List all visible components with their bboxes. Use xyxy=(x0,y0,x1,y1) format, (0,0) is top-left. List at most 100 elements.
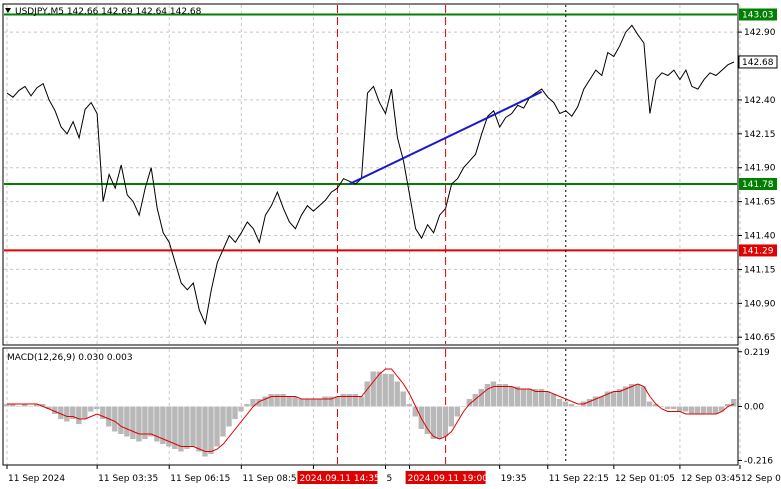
macd-bar xyxy=(682,406,689,412)
macd-bar xyxy=(670,406,677,409)
time-axis: 11 Sep 2024 11 Sep 03:35 11 Sep 06:15 11 Se… xyxy=(6,465,781,484)
macd-bar xyxy=(316,399,322,407)
current-price-tag xyxy=(738,55,778,69)
macd-bar xyxy=(646,401,653,407)
macd-bar xyxy=(10,404,16,407)
macd-bar xyxy=(694,406,701,414)
price-tick-label: 140.65 xyxy=(744,333,776,343)
macd-bar xyxy=(136,406,142,442)
price-tick-label: 142.90 xyxy=(744,28,776,38)
level-tag-label: 141.78 xyxy=(742,180,774,190)
macd-bar xyxy=(358,396,364,407)
macd-bar xyxy=(436,406,442,439)
macd-bar xyxy=(184,406,190,449)
macd-bar xyxy=(514,386,521,407)
macd-bar xyxy=(568,404,575,407)
macd-bar xyxy=(154,406,160,442)
macd-bar xyxy=(508,386,515,407)
macd-bar xyxy=(346,394,352,407)
macd-bar xyxy=(208,406,214,454)
macd-bar xyxy=(160,406,166,444)
time-tick-label: 11 Sep 03:35 xyxy=(98,474,158,484)
collapse-triangle-icon[interactable] xyxy=(5,8,11,13)
macd-bar xyxy=(478,389,484,407)
macd-bar xyxy=(118,406,124,434)
macd-bar xyxy=(640,386,647,407)
macd-bar xyxy=(334,396,340,407)
level-tag-label: 143.03 xyxy=(742,10,774,20)
macd-bar xyxy=(430,406,436,439)
macd-bar xyxy=(70,406,76,419)
macd-bar xyxy=(250,399,256,407)
price-tags: 143.03 141.78 141.29 142.68 xyxy=(738,8,778,257)
macd-bar xyxy=(394,381,400,407)
price-line xyxy=(6,24,735,326)
macd-bar xyxy=(130,406,136,439)
macd-bar xyxy=(490,381,497,407)
macd-bar xyxy=(622,386,629,407)
macd-bar xyxy=(424,406,430,434)
macd-bar xyxy=(232,406,238,419)
macd-bar xyxy=(574,406,581,407)
level-tag xyxy=(739,8,777,21)
macd-bar xyxy=(719,406,725,412)
macd-bar xyxy=(658,406,665,407)
macd-bar xyxy=(274,394,280,407)
marker-date-label: 2024.09.11 14:35 xyxy=(299,474,379,484)
macd-bar xyxy=(652,404,659,407)
price-tick-label: 141.90 xyxy=(744,164,776,174)
macd-bar xyxy=(64,406,70,422)
macd-bar xyxy=(400,391,406,407)
macd-bar xyxy=(220,406,226,437)
macd-bar xyxy=(538,389,545,407)
vertical-markers xyxy=(336,5,567,464)
macd-bar xyxy=(484,384,491,407)
macd-bar xyxy=(406,404,412,407)
macd-bar xyxy=(4,404,10,407)
macd-bar xyxy=(46,406,52,409)
macd-bar xyxy=(40,404,46,407)
macd-bar xyxy=(22,404,28,407)
macd-bar xyxy=(556,399,563,407)
price-axis: 142.90 142.40 142.15 141.90 141.65 141.40 141.… xyxy=(738,28,776,343)
macd-bar xyxy=(364,381,370,407)
macd-bar xyxy=(214,406,220,447)
marker-date-badge xyxy=(405,471,486,484)
macd-bar xyxy=(88,406,94,412)
macd-bar xyxy=(664,406,671,409)
macd-bar xyxy=(388,374,394,407)
macd-bar xyxy=(268,394,274,407)
macd-signal-line xyxy=(7,368,735,452)
macd-bar xyxy=(532,389,539,407)
macd-bar xyxy=(34,404,40,407)
macd-bar xyxy=(502,384,509,407)
macd-bar xyxy=(124,406,130,437)
macd-bar xyxy=(604,391,611,407)
time-tick-label: 5 xyxy=(387,474,393,484)
time-tick-label: 12 Sep 06:25 xyxy=(741,474,781,484)
macd-bar xyxy=(454,406,460,417)
macd-bar xyxy=(382,374,388,407)
macd-bar xyxy=(166,406,172,447)
macd-bar xyxy=(592,396,599,407)
macd-bar xyxy=(304,399,310,407)
macd-bar xyxy=(142,406,148,439)
macd-bar xyxy=(460,406,466,407)
macd-bar xyxy=(82,406,88,419)
macd-bar xyxy=(562,401,569,407)
macd-bar xyxy=(238,406,244,412)
macd-bar xyxy=(598,396,605,407)
macd-bar xyxy=(262,396,268,407)
time-tick-label: 12 Sep 01:05 xyxy=(615,474,675,484)
level-tag xyxy=(739,244,777,257)
symbol-label: USDJPY,M5 142.66 142.69 142.64 142.68 xyxy=(15,7,202,17)
macd-bar xyxy=(172,406,178,449)
macd-bar xyxy=(701,406,707,414)
macd-bar xyxy=(412,406,418,417)
trend-line[interactable] xyxy=(349,90,543,185)
macd-bar xyxy=(58,406,64,419)
price-tick-label: 140.90 xyxy=(744,299,776,309)
macd-bar xyxy=(634,384,641,407)
macd-bar xyxy=(707,406,713,414)
